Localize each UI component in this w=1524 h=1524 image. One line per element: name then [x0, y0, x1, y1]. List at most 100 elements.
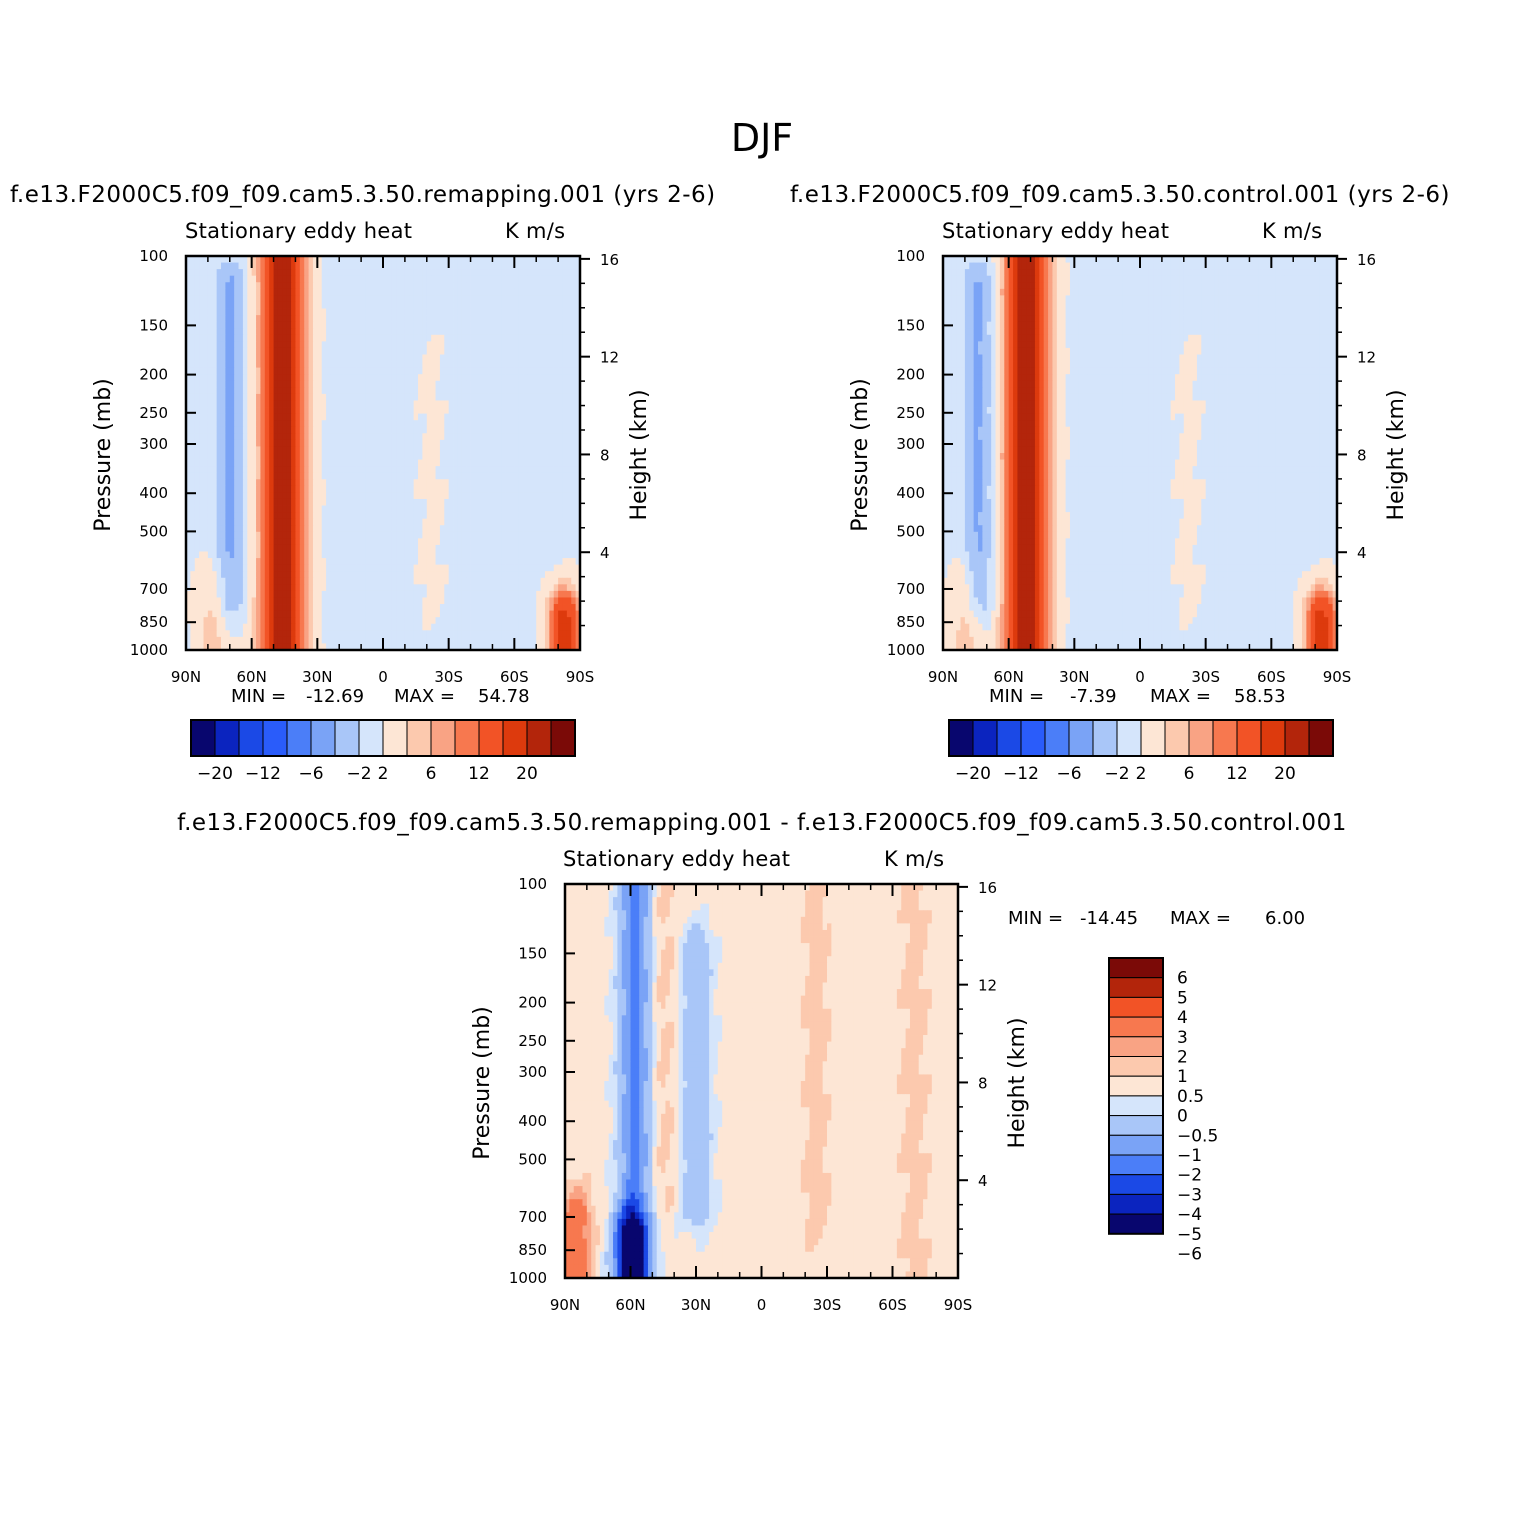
field-cell	[396, 328, 401, 336]
field-cell	[256, 498, 261, 506]
field-cell	[251, 400, 257, 408]
field-cell	[453, 275, 458, 283]
field-cell	[374, 485, 380, 493]
field-cell	[361, 269, 366, 277]
field-cell	[488, 262, 493, 270]
field-cell	[444, 426, 450, 434]
field-cell	[518, 544, 524, 552]
field-cell	[483, 426, 489, 434]
field-cell	[474, 551, 480, 559]
field-cell	[352, 446, 358, 454]
field-cell	[190, 308, 196, 316]
field-cell	[540, 380, 546, 388]
field-cell	[422, 518, 428, 526]
field-cell	[282, 426, 288, 434]
field-cell	[347, 604, 353, 611]
field-cell	[295, 334, 301, 342]
field-cell	[334, 531, 340, 539]
field-cell	[312, 308, 318, 316]
field-cell	[326, 604, 331, 611]
field-cell	[374, 531, 380, 539]
field-cell	[474, 347, 480, 355]
field-cell	[343, 354, 349, 362]
field-cell	[378, 387, 384, 395]
field-cell	[203, 426, 209, 434]
field-cell	[501, 413, 506, 421]
field-cell	[505, 361, 511, 369]
field-cell	[194, 315, 200, 323]
field-cell	[299, 282, 305, 290]
field-cell	[207, 315, 213, 323]
field-cell	[431, 275, 436, 283]
field-cell	[448, 275, 454, 283]
field-cell	[190, 256, 196, 263]
field-cell	[207, 446, 213, 454]
field-cell	[207, 610, 213, 618]
field-cell	[291, 354, 296, 362]
field-cell	[483, 400, 489, 408]
field-cell	[553, 446, 559, 454]
field-cell	[523, 459, 528, 467]
field-cell	[369, 275, 375, 283]
field-cell	[221, 301, 226, 309]
field-cell	[343, 518, 349, 526]
field-cell	[396, 538, 401, 546]
field-cell	[378, 288, 384, 296]
field-cell	[549, 525, 555, 533]
field-cell	[365, 505, 371, 513]
field-cell	[238, 269, 244, 277]
field-cell	[317, 420, 323, 428]
field-cell	[426, 275, 432, 283]
field-cell	[234, 426, 239, 434]
field-cell	[352, 393, 358, 401]
field-cell	[347, 334, 353, 342]
field-cell	[470, 361, 476, 369]
field-cell	[247, 525, 253, 533]
field-cell	[203, 288, 209, 296]
field-cell	[299, 269, 305, 277]
field-cell	[544, 597, 550, 605]
field-cell	[299, 590, 305, 598]
field-cell	[273, 420, 279, 428]
field-cell	[343, 282, 349, 290]
field-cell	[295, 269, 301, 277]
field-cell	[413, 590, 419, 598]
field-cell	[330, 531, 336, 539]
field-cell	[488, 472, 493, 480]
field-cell	[234, 459, 239, 467]
field-cell	[312, 518, 318, 526]
field-cell	[422, 525, 428, 533]
field-cell	[269, 262, 274, 270]
field-cell	[234, 577, 239, 585]
field-cell	[571, 295, 577, 303]
field-cell	[365, 301, 371, 309]
field-cell	[269, 367, 274, 375]
field-cell	[238, 518, 244, 526]
field-cell	[277, 367, 283, 375]
field-cell	[199, 426, 204, 434]
field-cell	[466, 420, 471, 428]
field-cell	[444, 446, 450, 454]
field-cell	[444, 301, 450, 309]
field-cell	[361, 413, 366, 421]
field-cell	[453, 433, 458, 441]
field-cell	[186, 571, 191, 579]
field-cell	[352, 426, 358, 434]
field-cell	[562, 420, 568, 428]
field-cell	[374, 315, 380, 323]
field-cell	[501, 288, 506, 296]
field-cell	[439, 459, 445, 467]
field-cell	[404, 426, 410, 434]
field-cell	[523, 374, 528, 382]
field-cell	[291, 551, 296, 559]
field-cell	[531, 347, 537, 355]
field-cell	[413, 308, 419, 316]
field-cell	[527, 466, 533, 474]
field-cell	[269, 538, 274, 546]
field-cell	[553, 558, 559, 566]
field-cell	[273, 590, 279, 598]
field-cell	[396, 256, 401, 263]
field-cell	[470, 301, 476, 309]
field-cell	[466, 466, 471, 474]
field-cell	[558, 275, 563, 283]
